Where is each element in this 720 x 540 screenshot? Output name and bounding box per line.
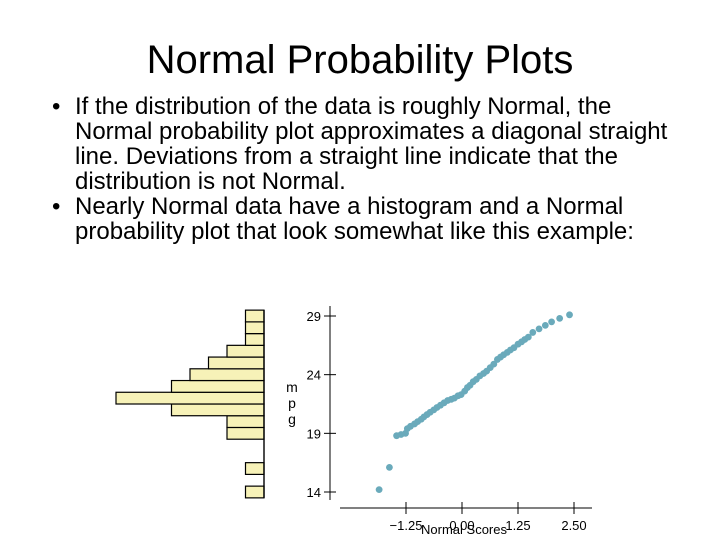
histogram-bar <box>226 344 265 358</box>
x-tick-label: −1.25 <box>390 518 423 533</box>
y-axis-label: mpg <box>286 379 298 427</box>
histogram-bar <box>226 426 265 440</box>
bullet-text: If the distribution of the data is rough… <box>75 93 668 195</box>
scatter-point <box>566 311 573 319</box>
histogram <box>115 309 265 499</box>
histogram-bar <box>189 368 265 382</box>
bullet-text: Nearly Normal data have a histogram and … <box>75 193 634 245</box>
scatter-point <box>490 360 498 368</box>
normal-probability-plot: mpg Normal Scores 14 19 24 29 −1.25 0.00 1.25 2… <box>286 306 592 537</box>
x-axis-label: Normal Scores <box>421 522 507 537</box>
histogram-bar <box>244 485 265 499</box>
scatter-point <box>524 333 532 341</box>
histogram-bar <box>170 403 265 417</box>
x-tick-label: 0.00 <box>449 518 474 533</box>
scatter-point <box>541 321 549 329</box>
y-axis-label-letter: p <box>288 395 296 411</box>
histogram-bar <box>170 379 265 393</box>
histogram-bar <box>207 356 265 370</box>
bullet-marker: • <box>52 193 61 220</box>
scatter-point <box>386 463 393 471</box>
scatter-point <box>548 318 555 326</box>
scatter-point <box>535 325 543 333</box>
y-tick-label: 24 <box>307 368 321 383</box>
x-tick-label: 1.25 <box>505 518 530 533</box>
histogram-bar <box>226 415 265 429</box>
histogram-bar <box>115 391 265 405</box>
y-tick-label: 19 <box>307 426 321 441</box>
bullet-item: • Nearly Normal data have a histogram an… <box>52 194 692 244</box>
y-axis-label-letter: g <box>288 411 296 427</box>
bullet-marker: • <box>52 93 61 120</box>
histogram-bar <box>244 321 265 335</box>
x-tick-label: 2.50 <box>561 518 586 533</box>
histogram-bar <box>244 462 265 475</box>
y-tick-label: 14 <box>307 485 321 500</box>
slide-title: Normal Probability Plots <box>146 38 574 82</box>
scatter-point <box>375 486 383 494</box>
scatter-point <box>529 329 537 336</box>
y-tick-label: 29 <box>307 309 321 324</box>
bullet-list: • If the distribution of the data is rou… <box>52 94 692 244</box>
histogram-bar <box>244 309 265 323</box>
bullet-item: • If the distribution of the data is rou… <box>52 94 692 194</box>
y-axis-label-letter: m <box>286 379 298 395</box>
histogram-bar <box>244 333 265 346</box>
scatter-point <box>556 314 564 322</box>
